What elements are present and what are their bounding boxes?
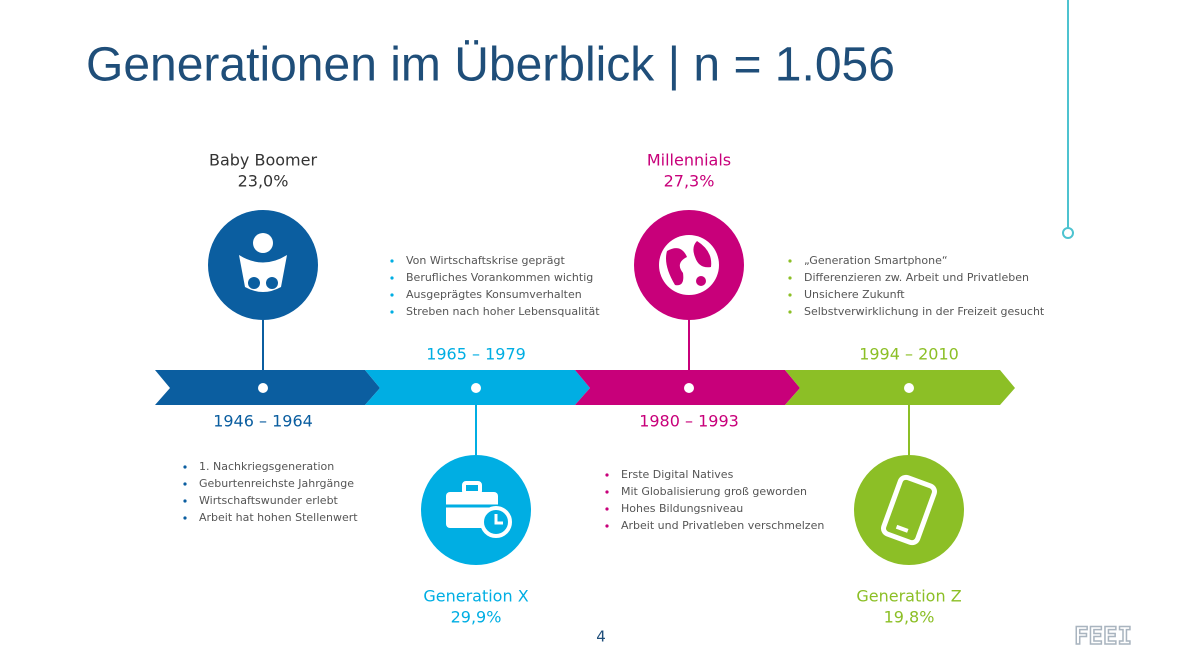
icon (693, 241, 712, 268)
icon (666, 248, 687, 286)
bullet (183, 482, 187, 486)
bullet (605, 507, 609, 511)
generation-name: Generation Z (856, 587, 961, 606)
icon (248, 277, 260, 289)
generation-share: 19,8% (884, 608, 935, 627)
bullet (788, 310, 792, 314)
icon (895, 524, 909, 533)
bullet (788, 276, 792, 280)
generation-name: Millennials (647, 151, 731, 170)
arrow-segment (785, 370, 1015, 405)
trait: Arbeit hat hohen Stellenwert (199, 511, 358, 524)
trait: „Generation Smartphone“ (804, 254, 948, 267)
year-range: 1965 – 1979 (426, 345, 526, 364)
trait: Selbstverwirklichung in der Freizeit ges… (804, 305, 1045, 318)
icon (462, 481, 482, 495)
icon (881, 474, 937, 546)
trait: Hohes Bildungsniveau (621, 502, 743, 515)
generation-name: Baby Boomer (209, 151, 317, 170)
generation-share: 27,3% (664, 172, 715, 191)
year-range: 1946 – 1964 (213, 412, 313, 431)
timeline-dot (684, 383, 694, 393)
icon (696, 276, 706, 286)
bullet (183, 516, 187, 520)
bullet (390, 259, 394, 263)
trait: 1. Nachkriegsgeneration (199, 460, 334, 473)
page-number: 4 (596, 628, 606, 646)
trait: Streben nach hoher Lebensqualität (406, 305, 600, 318)
icon (494, 514, 503, 525)
trait: Arbeit und Privatleben verschmelzen (621, 519, 824, 532)
generation-share: 29,9% (451, 608, 502, 627)
trait: Differenzieren zw. Arbeit und Privatlebe… (804, 271, 1029, 284)
generation-share: 23,0% (238, 172, 289, 191)
trait: Wirtschaftswunder erlebt (199, 494, 339, 507)
year-range: 1994 – 2010 (859, 345, 959, 364)
bullet (390, 310, 394, 314)
bullet (605, 490, 609, 494)
icon (253, 233, 273, 253)
bullet (390, 293, 394, 297)
logo: FEEI (1074, 622, 1132, 650)
trait: Berufliches Vorankommen wichtig (406, 271, 593, 284)
trait: Von Wirtschaftskrise geprägt (406, 254, 566, 267)
trait: Mit Globalisierung groß geworden (621, 485, 807, 498)
timeline-dot (904, 383, 914, 393)
icon-circle (854, 455, 964, 565)
trait: Unsichere Zukunft (804, 288, 905, 301)
generation-name: Generation X (423, 587, 528, 606)
trait: Ausgeprägtes Konsumverhalten (406, 288, 582, 301)
trait: Erste Digital Natives (621, 468, 734, 481)
icon (266, 277, 278, 289)
bullet (390, 276, 394, 280)
bullet (605, 473, 609, 477)
deco-dot (1062, 227, 1074, 239)
timeline-dot (258, 383, 268, 393)
bullet (605, 524, 609, 528)
year-range: 1980 – 1993 (639, 412, 739, 431)
bullet (788, 259, 792, 263)
slide-title: Generationen im Überblick | n = 1.056 (86, 39, 895, 92)
bullet (183, 499, 187, 503)
bullet (788, 293, 792, 297)
trait: Geburtenreichste Jahrgänge (199, 477, 354, 490)
timeline-dot (471, 383, 481, 393)
bullet (183, 465, 187, 469)
